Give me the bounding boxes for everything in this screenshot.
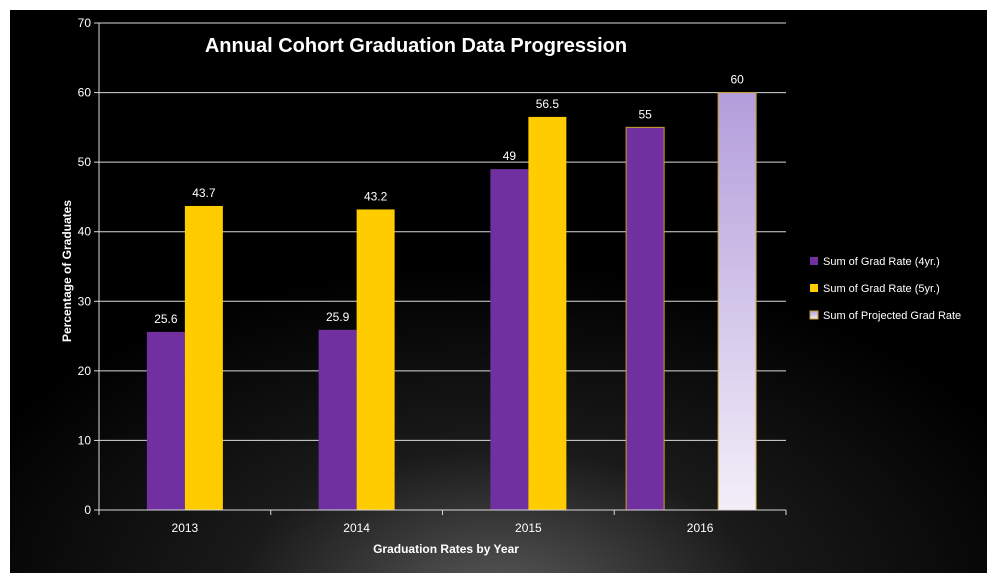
y-tick-label: 10	[78, 433, 92, 447]
legend-swatch	[810, 257, 818, 265]
legend-label: Sum of Projected Grad Rate	[823, 310, 961, 322]
y-tick-label: 60	[78, 86, 92, 100]
data-label: 43.7	[192, 186, 216, 200]
y-axis-title: Percentage of Graduates	[60, 200, 74, 342]
x-tick-label: 2015	[515, 521, 542, 535]
bar-2014-series-0	[318, 329, 357, 510]
legend-swatch	[810, 284, 818, 292]
data-label: 60	[730, 73, 744, 87]
bar-2013-series-0	[146, 331, 185, 510]
data-label: 25.9	[326, 310, 350, 324]
axes: 0 10 20 30 40 50 60 70 2013 2014 2015 2016	[78, 16, 787, 535]
y-tick-label: 30	[78, 294, 92, 308]
data-label: 49	[503, 149, 517, 163]
bar-2015-series-0	[490, 169, 529, 510]
x-tick-label: 2016	[687, 521, 714, 535]
x-tick-label: 2013	[172, 521, 199, 535]
legend-label: Sum of Grad Rate (5yr.)	[823, 283, 940, 295]
y-tick-label: 20	[78, 364, 92, 378]
data-labels: 25.6 43.7 25.9 43.2 49 56.5 55 60	[154, 73, 744, 326]
chart-container: 0 10 20 30 40 50 60 70 2013 2014 2015 2016 25.6 43.7…	[10, 10, 987, 573]
legend-swatch	[809, 310, 819, 320]
bar-2013-series-1	[184, 205, 223, 511]
x-tick-label: 2014	[343, 521, 370, 535]
bar-2016-series-2	[717, 92, 757, 511]
x-axis-title: Graduation Rates by Year	[373, 542, 519, 556]
data-label: 43.2	[364, 189, 388, 203]
legend: Sum of Grad Rate (4yr.) Sum of Grad Rate …	[809, 256, 961, 322]
bar-2014-series-1	[356, 209, 395, 511]
bar-2015-series-1	[528, 116, 567, 511]
legend-label: Sum of Grad Rate (4yr.)	[823, 256, 940, 268]
data-label: 56.5	[536, 97, 560, 111]
bars	[146, 92, 757, 511]
chart-title: Annual Cohort Graduation Data Progressio…	[205, 35, 627, 57]
y-tick-label: 40	[78, 225, 92, 239]
data-label: 25.6	[154, 312, 178, 326]
y-tick-label: 0	[84, 503, 91, 517]
data-label: 55	[638, 107, 652, 121]
bar-chart: 0 10 20 30 40 50 60 70 2013 2014 2015 2016 25.6 43.7…	[10, 10, 987, 573]
bar-2016-series-0	[625, 126, 665, 511]
y-tick-label: 70	[78, 16, 92, 30]
y-tick-label: 50	[78, 155, 92, 169]
